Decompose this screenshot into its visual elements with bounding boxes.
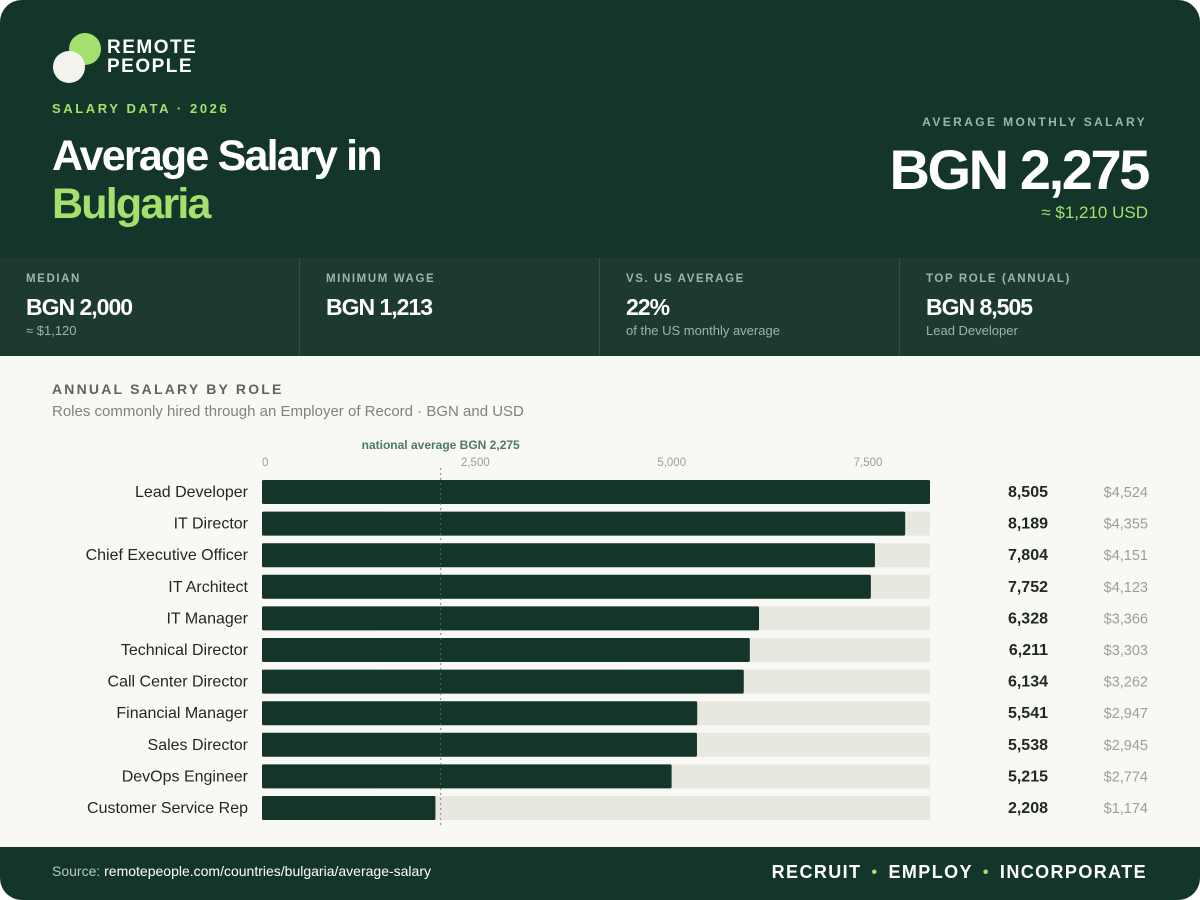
logo-text-line2: PEOPLE	[107, 56, 194, 77]
chart-subtitle: Roles commonly hired through an Employer…	[52, 403, 524, 420]
value-label-usd: $2,945	[1104, 738, 1148, 754]
value-label-bgn: 5,541	[1008, 705, 1048, 722]
value-label-usd: $4,151	[1104, 548, 1148, 564]
category-label: IT Architect	[168, 579, 248, 596]
tagline-separator-icon: •	[982, 863, 990, 881]
average-salary-usd: ≈ $1,210 USD	[1041, 203, 1148, 222]
bar	[262, 606, 760, 631]
bar	[262, 511, 906, 536]
bar	[262, 638, 750, 662]
stat-value: BGN 2,000	[26, 294, 133, 320]
value-label-usd: $1,174	[1104, 801, 1148, 817]
value-label-usd: $2,947	[1104, 706, 1148, 722]
stat-vs-us-average: VS. US AVERAGE 22% of the US monthly ave…	[600, 258, 900, 356]
value-label-usd: $4,123	[1104, 580, 1148, 596]
x-tick-label: 2,500	[461, 457, 490, 469]
hero-header: REMOTE PEOPLE SALARY DATA · 2026 Average…	[0, 0, 1200, 258]
source-line: Source: remotepeople.com/countries/bulga…	[52, 863, 431, 879]
footer: Source: remotepeople.com/countries/bulga…	[0, 847, 1200, 900]
bar	[262, 796, 436, 820]
value-label-usd: $3,366	[1104, 611, 1148, 627]
chart-title: ANNUAL SALARY BY ROLE	[52, 381, 284, 397]
value-label-usd: $2,774	[1104, 769, 1148, 785]
value-label-bgn: 6,211	[1009, 642, 1048, 659]
category-label: Lead Developer	[135, 484, 249, 501]
stat-minimum-wage: MINIMUM WAGE BGN 1,213	[300, 258, 600, 356]
value-label-bgn: 8,189	[1008, 516, 1048, 533]
value-label-bgn: 7,804	[1008, 547, 1048, 564]
category-label: Customer Service Rep	[87, 800, 248, 817]
value-label-bgn: 8,505	[1008, 484, 1048, 501]
bar	[262, 480, 930, 504]
value-label-usd: $3,303	[1104, 643, 1148, 659]
stat-label: MINIMUM WAGE	[326, 273, 436, 285]
stat-value: BGN 1,213	[326, 294, 433, 320]
tagline: RECRUIT • EMPLOY • INCORPORATE	[772, 862, 1147, 883]
page-title: Average Salary in Bulgaria	[52, 132, 383, 228]
value-label-bgn: 6,134	[1008, 674, 1048, 691]
stat-top-role: TOP ROLE (ANNUAL) BGN 8,505 Lead Develop…	[900, 258, 1200, 356]
category-label: DevOps Engineer	[122, 768, 249, 785]
stat-value: BGN 8,505	[926, 294, 1033, 320]
stat-sub: Lead Developer	[926, 323, 1018, 338]
value-label-bgn: 5,215	[1008, 768, 1048, 785]
bar	[262, 669, 744, 694]
bar	[262, 732, 697, 757]
category-label: Technical Director	[121, 642, 249, 659]
stat-sub: of the US monthly average	[626, 323, 780, 338]
value-label-usd: $3,262	[1104, 675, 1148, 691]
value-label-bgn: 6,328	[1008, 610, 1048, 627]
source-url: remotepeople.com/countries/bulgaria/aver…	[104, 863, 431, 879]
bar	[262, 701, 698, 726]
category-label: IT Manager	[166, 610, 248, 627]
stat-value: 22%	[626, 294, 670, 320]
bar	[262, 764, 672, 789]
value-label-usd: $4,524	[1104, 485, 1148, 501]
title-line1: Average Salary in	[52, 132, 383, 180]
tagline-separator-icon: •	[871, 863, 879, 881]
x-tick-label: 0	[262, 457, 268, 469]
tagline-recruit: RECRUIT	[771, 862, 862, 882]
reference-line-label: national average BGN 2,275	[362, 438, 520, 452]
title-line2-country: Bulgaria	[52, 180, 211, 228]
logo-wordmark: REMOTE PEOPLE	[107, 38, 197, 76]
category-label: Financial Manager	[116, 705, 248, 722]
average-salary-value: BGN 2,275	[889, 138, 1150, 201]
stat-sub: ≈ $1,120	[26, 323, 77, 338]
stat-label: VS. US AVERAGE	[626, 273, 745, 285]
bar	[262, 543, 875, 568]
average-salary-label: AVERAGE MONTHLY SALARY	[922, 115, 1147, 129]
tagline-incorporate: INCORPORATE	[999, 862, 1147, 882]
value-label-usd: $4,355	[1104, 517, 1148, 533]
value-label-bgn: 5,538	[1008, 737, 1048, 754]
x-tick-label: 5,000	[657, 457, 686, 469]
remote-people-logo-icon	[53, 33, 101, 83]
tagline-employ: EMPLOY	[888, 862, 973, 882]
stat-label: TOP ROLE (ANNUAL)	[926, 273, 1071, 285]
stats-row: MEDIAN BGN 2,000 ≈ $1,120 MINIMUM WAGE B…	[0, 258, 1200, 356]
category-label: Chief Executive Officer	[86, 547, 249, 564]
value-label-bgn: 2,208	[1008, 800, 1048, 817]
category-label: Call Center Director	[108, 674, 249, 691]
x-tick-label: 7,500	[854, 457, 883, 469]
salary-bar-chart: national average BGN 2,275 0 2,500 5,000 7,5…	[86, 438, 1148, 828]
category-label: Sales Director	[148, 737, 249, 754]
eyebrow-label: SALARY DATA · 2026	[52, 101, 230, 116]
stat-median: MEDIAN BGN 2,000 ≈ $1,120	[0, 258, 300, 356]
logo-text-line1: REMOTE	[107, 37, 198, 58]
value-label-bgn: 7,752	[1008, 579, 1048, 596]
category-label: IT Director	[174, 516, 249, 533]
stat-label: MEDIAN	[26, 273, 81, 285]
source-prefix: Source:	[52, 863, 101, 879]
bar	[262, 574, 871, 599]
